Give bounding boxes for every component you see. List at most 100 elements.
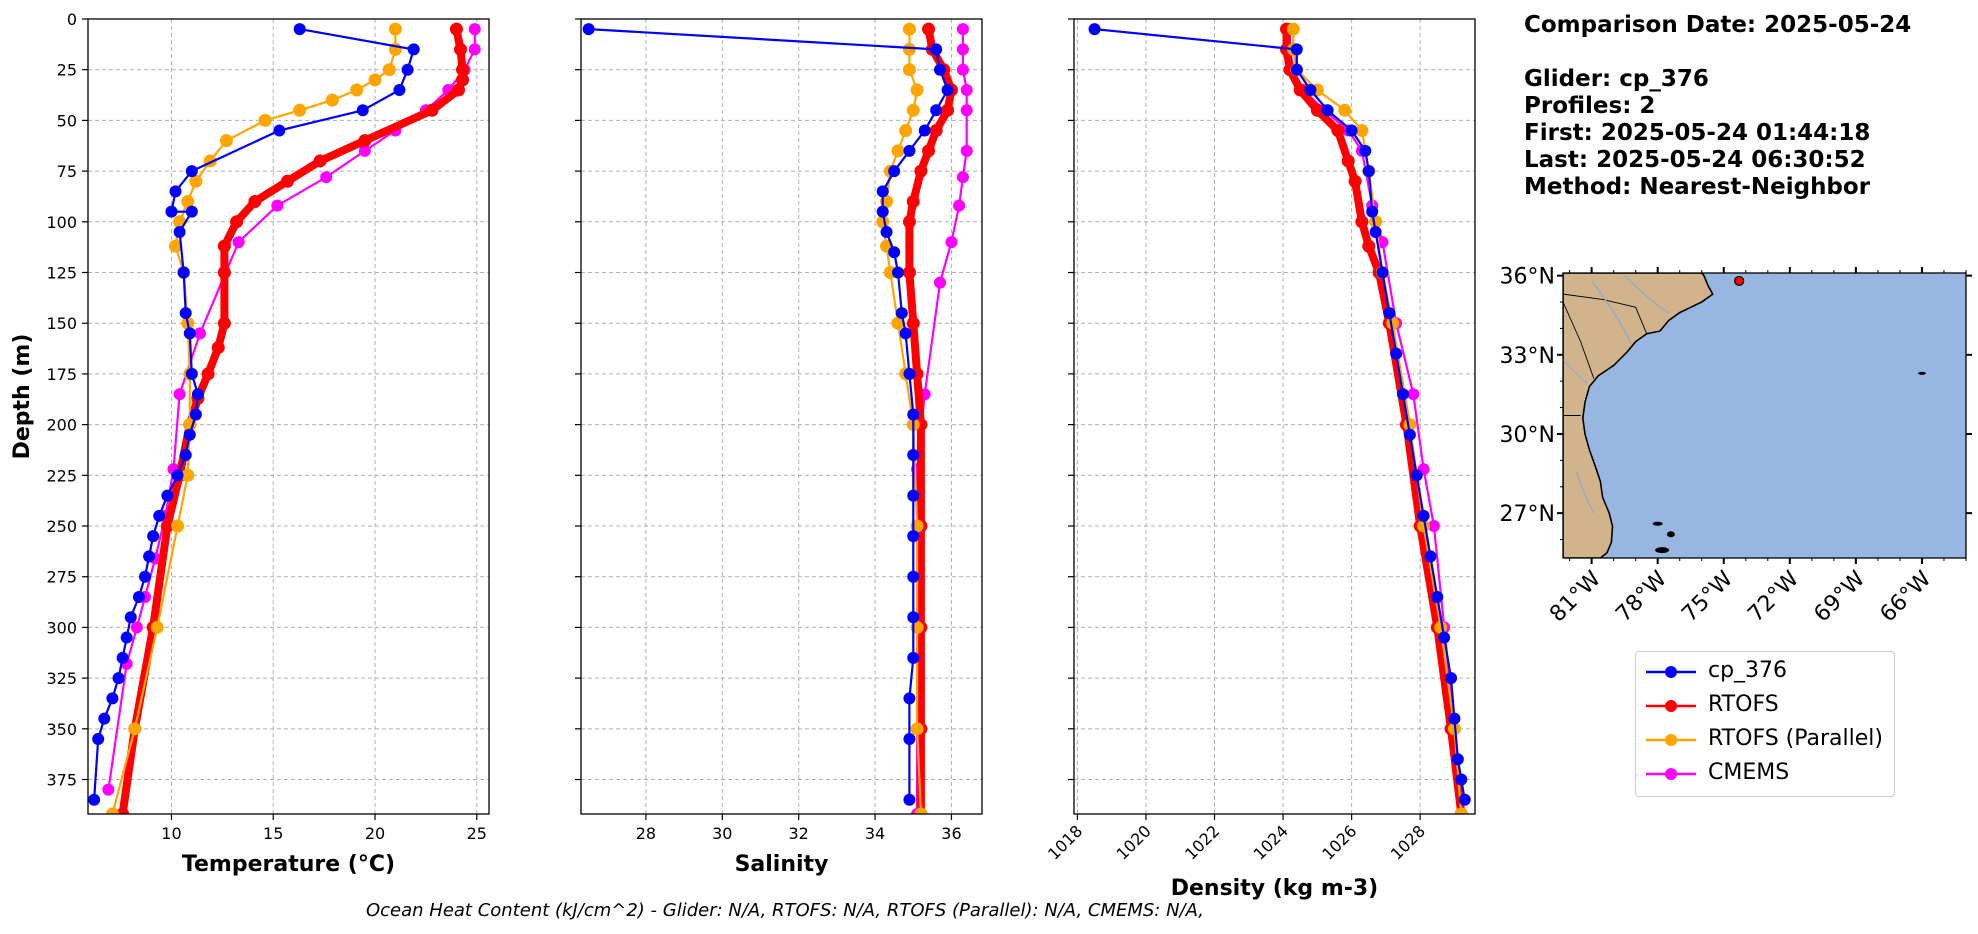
data-point <box>350 83 364 97</box>
profile-count: Profiles: 2 <box>1524 93 1656 119</box>
data-point <box>922 144 936 158</box>
map-inset: 36°N 33°N 30°N 27°N 81°W 78°W 75°W 72°W 69°W 66°W <box>1500 265 1972 627</box>
data-point <box>456 73 470 87</box>
data-point <box>271 199 284 212</box>
data-point <box>933 63 946 76</box>
data-point <box>907 489 920 502</box>
data-point <box>907 611 920 624</box>
state-border <box>1563 293 1648 334</box>
data-point <box>880 225 893 238</box>
data-point <box>918 124 931 137</box>
data-point <box>456 63 470 77</box>
data-point <box>120 631 133 644</box>
data-point <box>143 550 156 563</box>
data-point <box>902 63 916 77</box>
data-point <box>449 22 463 36</box>
y-tick-label: 125 <box>46 264 77 283</box>
data-point <box>193 327 206 340</box>
data-point <box>138 570 151 583</box>
data-point <box>165 205 178 218</box>
data-point <box>888 165 901 178</box>
legend-item-cmems: CMEMS <box>1636 756 1894 790</box>
data-point <box>102 783 115 796</box>
spacer <box>1524 39 1911 66</box>
data-point <box>160 519 174 533</box>
data-point <box>116 651 129 664</box>
data-point <box>930 43 943 56</box>
y-tick-label: 150 <box>46 314 77 333</box>
data-point <box>132 590 145 603</box>
data-point <box>293 103 307 117</box>
data-point <box>189 174 203 188</box>
data-point <box>106 692 119 705</box>
data-point <box>914 807 928 814</box>
ohc-footer: Ocean Heat Content (kJ/cm^2) - Glider: N… <box>365 900 1204 921</box>
data-point <box>903 732 916 745</box>
data-point <box>1355 215 1369 229</box>
data-point <box>185 165 198 178</box>
data-point <box>903 793 916 806</box>
x-tick-label: 10 <box>161 824 181 843</box>
data-point <box>907 449 920 462</box>
y-tick-label: 375 <box>46 771 77 790</box>
x-tick-label: 28 <box>636 824 656 843</box>
data-point <box>1458 793 1471 806</box>
data-point <box>280 174 294 188</box>
y-tick-label: 50 <box>57 111 77 130</box>
data-point <box>1348 174 1362 188</box>
data-point <box>258 113 272 127</box>
lon-tick-label: 81°W <box>1545 566 1606 627</box>
profile-panel-2: 28 30 32 34 36 Salinity <box>575 18 983 877</box>
data-point <box>914 164 928 178</box>
data-point <box>219 134 233 148</box>
data-point <box>92 732 105 745</box>
data-point <box>232 236 245 249</box>
data-point <box>181 195 195 209</box>
y-tick-label: 0 <box>67 10 77 29</box>
x-tick-label: 25 <box>467 824 487 843</box>
legend-swatch <box>1646 700 1696 712</box>
legend: cp_376 RTOFS RTOFS (Parallel) CMEMS <box>1635 651 1895 797</box>
data-point <box>960 83 973 96</box>
data-point <box>454 42 468 56</box>
data-point <box>960 144 973 157</box>
data-point <box>1407 388 1420 401</box>
data-point <box>293 23 306 36</box>
river <box>1591 280 1632 345</box>
data-point <box>1321 104 1334 117</box>
lat-tick-label: 27°N <box>1500 502 1555 527</box>
island <box>1917 371 1926 375</box>
y-tick-label: 275 <box>46 568 77 587</box>
series-line-cmems <box>1288 29 1463 814</box>
data-point <box>902 22 916 36</box>
data-point <box>273 124 286 137</box>
y-tick-label: 200 <box>46 416 77 435</box>
data-point <box>956 63 969 76</box>
data-point <box>191 388 204 401</box>
x-tick-label: 1018 <box>1044 821 1086 863</box>
data-point <box>899 327 912 340</box>
island <box>1655 547 1670 554</box>
data-point <box>382 63 396 77</box>
data-point <box>130 621 143 634</box>
data-point <box>1088 23 1101 36</box>
legend-label: CMEMS <box>1708 760 1790 785</box>
data-point <box>933 276 946 289</box>
data-point <box>98 712 111 725</box>
data-point <box>88 793 101 806</box>
legend-swatch <box>1646 768 1696 780</box>
data-point <box>903 692 916 705</box>
data-point <box>147 530 160 543</box>
river <box>1624 275 1670 314</box>
data-point <box>1345 124 1358 137</box>
info-panel: Comparison Date: 2025-05-24 Glider: cp_3… <box>1524 12 1911 201</box>
data-point <box>1362 165 1375 178</box>
data-point <box>941 103 955 117</box>
data-point <box>902 215 916 229</box>
data-point <box>401 63 414 76</box>
axes-frame <box>580 18 983 815</box>
state-border <box>1563 301 1595 379</box>
data-point <box>582 23 595 36</box>
y-tick-label: 250 <box>46 517 77 536</box>
